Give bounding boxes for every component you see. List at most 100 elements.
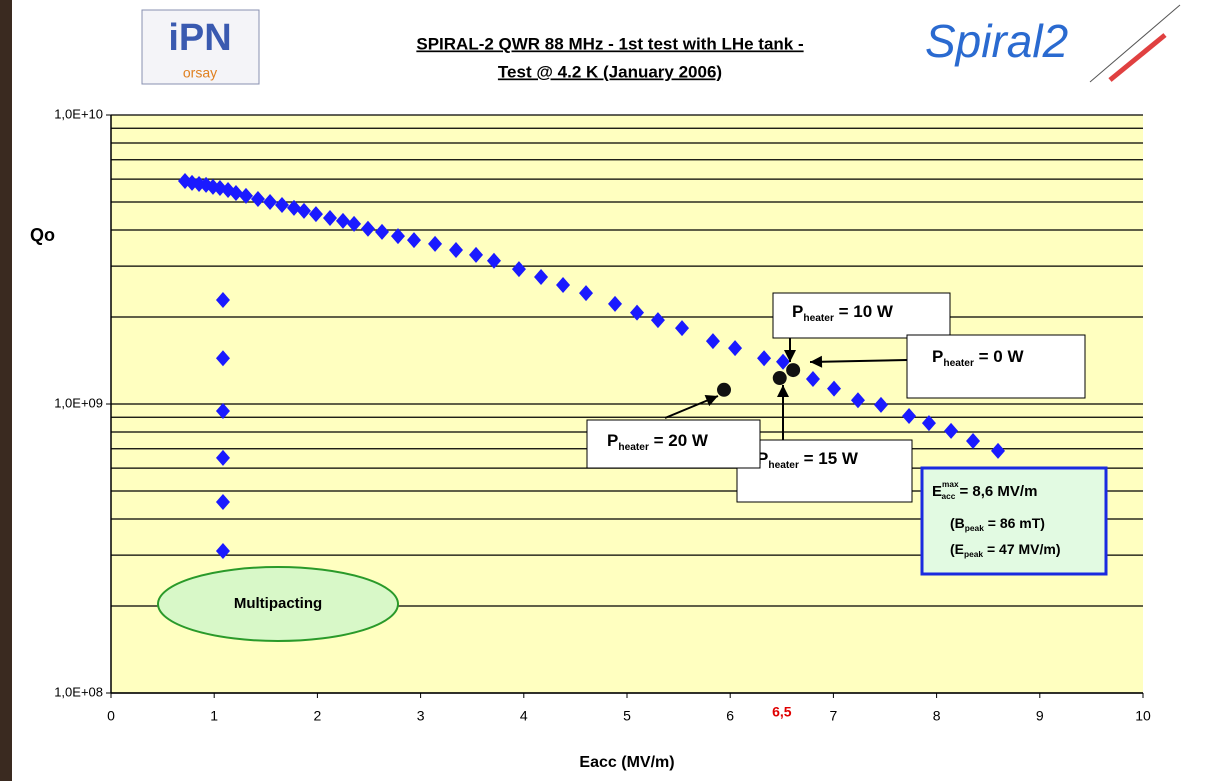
data-point bbox=[228, 185, 243, 202]
callout-text-main: P bbox=[607, 431, 618, 450]
logo-subtext: orsay bbox=[183, 65, 217, 81]
data-point bbox=[275, 197, 290, 214]
data-point bbox=[263, 193, 278, 210]
data-point bbox=[469, 246, 484, 263]
data-point bbox=[850, 392, 865, 409]
callout-text: Pheater = 15 W bbox=[757, 449, 859, 470]
summary-text-rest: = 8,6 MV/m bbox=[955, 483, 1037, 500]
summary-text-rest: = 47 MV/m) bbox=[983, 541, 1060, 557]
data-point bbox=[296, 202, 311, 219]
data-point bbox=[757, 350, 772, 367]
arrow-head bbox=[777, 385, 789, 397]
chart-title: SPIRAL-2 QWR 88 MHz - 1st test with LHe … bbox=[416, 34, 803, 53]
region-ellipse bbox=[157, 566, 399, 642]
data-point bbox=[728, 340, 743, 357]
x-tick-label: 2 bbox=[314, 708, 322, 724]
callout-box bbox=[586, 419, 761, 469]
x-tick-label: 4 bbox=[520, 708, 528, 724]
data-point bbox=[335, 212, 350, 229]
data-point bbox=[347, 215, 362, 232]
x-tick-label: 5 bbox=[623, 708, 631, 724]
x-tick-label: 3 bbox=[417, 708, 425, 724]
data-point bbox=[486, 252, 501, 269]
logo-deco bbox=[1108, 33, 1167, 82]
data-point bbox=[215, 542, 230, 559]
callout-text-rest: = 15 W bbox=[799, 449, 859, 468]
x-tick-label: 10 bbox=[1135, 708, 1151, 724]
summary-text-sub: acc bbox=[942, 492, 956, 501]
x-tick-label: 8 bbox=[933, 708, 941, 724]
x-tick-label: 6 bbox=[726, 708, 734, 724]
summary-text-main: (E bbox=[950, 541, 964, 557]
data-point bbox=[511, 261, 526, 278]
data-point bbox=[428, 235, 443, 252]
data-point bbox=[705, 333, 720, 350]
summary-text: (Epeak = 47 MV/m) bbox=[950, 541, 1061, 560]
data-point bbox=[921, 415, 936, 432]
callout-text-sub: heater bbox=[943, 358, 974, 369]
data-point bbox=[608, 295, 623, 312]
logo-text: iPN bbox=[168, 17, 231, 59]
logo-frame bbox=[141, 9, 260, 85]
data-point bbox=[873, 396, 888, 413]
data-point bbox=[650, 312, 665, 329]
y-tick-label: 1,0E+10 bbox=[54, 106, 103, 121]
data-point bbox=[944, 422, 959, 439]
data-point bbox=[776, 353, 791, 370]
logo-text: Spiral2 bbox=[925, 15, 1068, 67]
logo-spiral2: Spiral2 bbox=[925, 4, 1181, 83]
data-point bbox=[448, 242, 463, 259]
callout-text: Pheater = 0 W bbox=[932, 347, 1024, 368]
region-label: Multipacting bbox=[234, 595, 322, 612]
data-point bbox=[534, 269, 549, 286]
arrow-head bbox=[784, 350, 796, 362]
data-point bbox=[786, 363, 801, 378]
data-point bbox=[805, 371, 820, 388]
callout-box bbox=[906, 334, 1086, 399]
x-tick-label: 7 bbox=[830, 708, 838, 724]
data-point bbox=[390, 228, 405, 245]
x-tick-label: 1 bbox=[210, 708, 218, 724]
y-tick-label: 1,0E+09 bbox=[54, 395, 103, 410]
data-point bbox=[375, 223, 390, 240]
photo-edge bbox=[0, 0, 12, 781]
data-point bbox=[286, 199, 301, 216]
x-tick-label: 9 bbox=[1036, 708, 1044, 724]
x-tick-label: 0 bbox=[107, 708, 115, 724]
arrow-head bbox=[810, 355, 823, 368]
summary-text: Emax acc = 8,6 MV/m bbox=[932, 480, 1037, 501]
summary-text-rest: = 86 mT) bbox=[984, 515, 1045, 531]
data-point bbox=[772, 371, 787, 386]
callout-text-main: P bbox=[792, 302, 803, 321]
arrow-head bbox=[704, 395, 718, 407]
data-point bbox=[406, 232, 421, 249]
callout-text-main: P bbox=[757, 449, 768, 468]
data-point bbox=[827, 380, 842, 397]
summary-text-sub: peak bbox=[965, 523, 984, 533]
data-point bbox=[215, 449, 230, 466]
callout-text-sub: heater bbox=[618, 442, 649, 453]
logo-ipn: iPN orsay bbox=[141, 9, 260, 85]
callout-text-sub: heater bbox=[803, 313, 834, 324]
data-point bbox=[966, 432, 981, 449]
x-marker-label: 6,5 bbox=[772, 704, 792, 720]
data-point bbox=[717, 382, 732, 397]
callout-text-rest: = 10 W bbox=[834, 302, 894, 321]
chart-title: Test @ 4.2 K (January 2006) bbox=[498, 62, 722, 81]
callout-box bbox=[736, 439, 913, 503]
summary-text-main: (B bbox=[950, 515, 965, 531]
callout-box bbox=[772, 292, 951, 339]
data-point bbox=[630, 304, 645, 321]
summary-text-sub: peak bbox=[964, 549, 983, 559]
data-point bbox=[556, 277, 571, 294]
data-point bbox=[902, 407, 917, 424]
callout-text-rest: = 20 W bbox=[649, 431, 709, 450]
y-axis-label: Qo bbox=[30, 225, 55, 245]
summary-text-main: E bbox=[932, 483, 942, 500]
data-point bbox=[215, 292, 230, 309]
data-point bbox=[360, 220, 375, 237]
data-point bbox=[322, 210, 337, 227]
data-point bbox=[215, 350, 230, 367]
callout-text: Pheater = 20 W bbox=[607, 431, 709, 452]
